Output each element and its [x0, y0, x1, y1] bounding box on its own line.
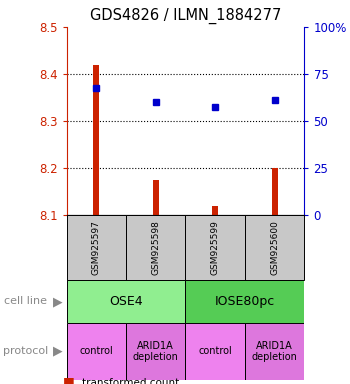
Bar [212, 206, 218, 215]
Text: cell line: cell line [4, 296, 47, 306]
Text: ▶: ▶ [53, 345, 63, 358]
Text: control: control [79, 346, 113, 356]
Text: ARID1A
depletion: ARID1A depletion [133, 341, 179, 362]
Text: control: control [198, 346, 232, 356]
Bar [66, 280, 186, 323]
Text: GSM925599: GSM925599 [211, 220, 220, 275]
Text: ▶: ▶ [53, 295, 63, 308]
Bar [126, 323, 186, 380]
Bar [245, 323, 304, 380]
Text: protocol: protocol [4, 346, 49, 356]
Bar [186, 215, 245, 280]
Text: transformed count: transformed count [82, 378, 180, 384]
Bar [245, 215, 304, 280]
Bar [93, 65, 99, 215]
Text: GSM925598: GSM925598 [151, 220, 160, 275]
Text: ARID1A
depletion: ARID1A depletion [252, 341, 298, 362]
Bar [272, 168, 278, 215]
Text: GSM925597: GSM925597 [92, 220, 101, 275]
Bar [66, 215, 126, 280]
Text: OSE4: OSE4 [109, 295, 143, 308]
Text: IOSE80pc: IOSE80pc [215, 295, 275, 308]
Text: ■: ■ [63, 375, 75, 384]
Bar [126, 215, 186, 280]
Bar [186, 323, 245, 380]
Bar [66, 323, 126, 380]
Bar [153, 180, 159, 215]
Text: GSM925600: GSM925600 [270, 220, 279, 275]
Title: GDS4826 / ILMN_1884277: GDS4826 / ILMN_1884277 [90, 8, 281, 24]
Bar [186, 280, 304, 323]
